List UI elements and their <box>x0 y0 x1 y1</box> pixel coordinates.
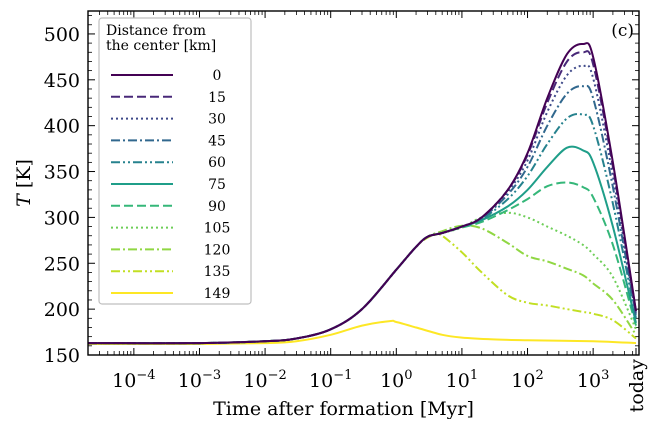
series-line-90 <box>87 181 637 345</box>
series-line-149 <box>87 319 637 346</box>
legend-title: the center [km] <box>106 38 216 54</box>
legend-label-15: 15 <box>208 90 226 106</box>
y-tick-label: 350 <box>44 162 80 184</box>
panel-label: (c) <box>611 21 634 41</box>
y-tick-label: 250 <box>44 253 80 275</box>
y-axis-title: T [K] <box>13 159 35 207</box>
y-tick-label: 400 <box>44 116 80 138</box>
x-tick-label: 10−2 <box>243 368 286 392</box>
y-tick-label: 300 <box>44 207 80 229</box>
legend-label-135: 135 <box>204 264 231 280</box>
legend-title: Distance from <box>106 23 206 39</box>
legend-label-0: 0 <box>213 68 222 84</box>
x-tick-label: 100 <box>380 368 412 392</box>
y-tick-label: 150 <box>44 345 80 367</box>
legend-box <box>98 17 252 305</box>
y-tick-label: 200 <box>44 299 80 321</box>
legend-label-75: 75 <box>208 177 226 193</box>
y-tick-label: 500 <box>44 24 80 46</box>
x-tick-label: 10−1 <box>309 368 352 392</box>
plot-frame <box>87 10 640 356</box>
x-axis-title: Time after formation [Myr] <box>213 398 474 419</box>
x-tick-label: 101 <box>446 368 478 392</box>
legend-label-90: 90 <box>208 199 226 215</box>
y-tick-label: 450 <box>44 70 80 92</box>
legend-label-45: 45 <box>208 133 226 149</box>
legend-label-105: 105 <box>204 221 231 237</box>
tick-layer: 10−4 10−3 10−2 10−1 100 101 102 103 today1502002… <box>44 11 648 412</box>
legend-label-120: 120 <box>204 242 231 258</box>
legend-label-149: 149 <box>204 286 231 302</box>
legend-label-60: 60 <box>208 155 226 171</box>
legend-label-30: 30 <box>208 112 226 128</box>
x-tick-label: 102 <box>511 368 543 392</box>
x-tick-label: 10−3 <box>178 368 221 392</box>
x-tick-label: 103 <box>577 368 609 392</box>
x-tick-label: 10−4 <box>112 368 155 392</box>
series-line-0 <box>87 42 637 345</box>
series-layer <box>87 42 637 346</box>
series-line-135 <box>87 233 637 345</box>
today-tick-label: today <box>626 359 648 413</box>
